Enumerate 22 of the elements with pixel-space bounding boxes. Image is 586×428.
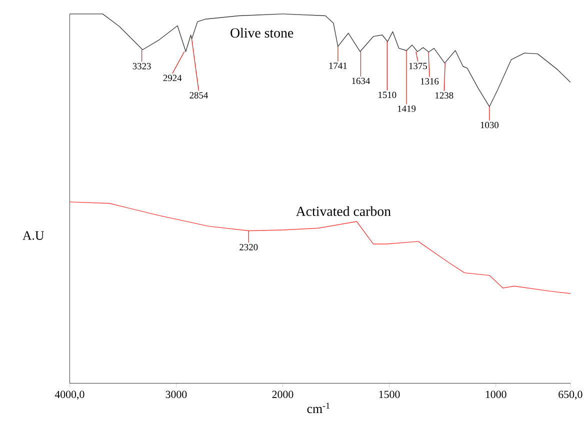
annotation: 1316 bbox=[420, 78, 439, 84]
annotation: 1510 bbox=[378, 92, 396, 98]
x-tick-label: 4000,0 bbox=[54, 390, 84, 400]
annotation: 2924 bbox=[163, 74, 182, 82]
annotation: 1030 bbox=[480, 122, 499, 128]
series-label: Olive stone bbox=[230, 28, 294, 38]
y-axis-title: A.U bbox=[22, 231, 44, 240]
annotation: 1741 bbox=[329, 62, 347, 69]
x-tick-label: 3000 bbox=[166, 390, 187, 398]
annotation: 1375 bbox=[409, 62, 427, 70]
series-label: Activated carbon bbox=[296, 206, 391, 216]
x-tick-label: 2000 bbox=[272, 390, 294, 398]
annotation: 2854 bbox=[190, 92, 208, 98]
x-tick-label: 1000 bbox=[486, 390, 506, 398]
annotation: 1419 bbox=[398, 106, 416, 112]
x-tick-label: 1500 bbox=[379, 390, 400, 398]
annotation: 1238 bbox=[436, 92, 454, 99]
x-tick-label: 650,0 bbox=[558, 390, 582, 400]
x-axis-title: cm$^{-1}$ bbox=[307, 402, 330, 414]
annotation: 1634 bbox=[352, 78, 370, 84]
annotation: 3323 bbox=[132, 62, 151, 70]
annotation: 2320 bbox=[240, 244, 258, 250]
